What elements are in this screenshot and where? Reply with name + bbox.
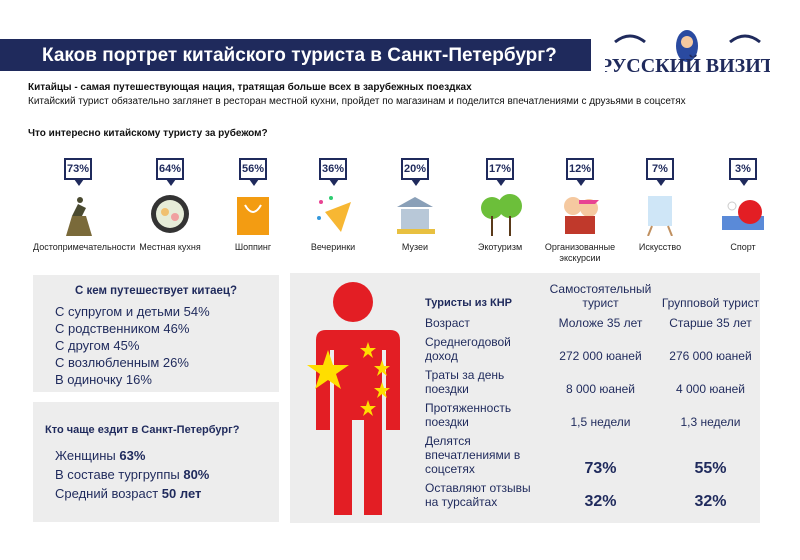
interest-label: Спорт [730,242,756,252]
interest-label: Местная кухня [139,242,201,252]
interest-label: Музеи [401,242,429,252]
companion-item: С другом 45% [55,338,140,353]
table-row: Среднегодовой доход 272 000 юаней 276 000 … [425,335,752,363]
interest-item: 17% Экотуризм [455,158,545,253]
spb-item: Средний возраст 50 лет [55,486,202,501]
interest-item: 7% Искусство [615,158,705,253]
table-row: Протяженность поездки 1,5 недели 1,3 недел… [425,401,741,429]
interest-item: 12% Организованные экскурсии [535,158,625,264]
interest-item: 64% Местная кухня [125,158,215,253]
spb-title: Кто чаще ездит в Санкт-Петербург? [45,424,240,436]
percent-badge: 12% [566,158,594,186]
table-row: Возраст Моложе 35 лет Старше 35 лет [425,316,752,330]
page-title: Каков портрет китайского туриста в Санкт… [0,39,591,71]
spb-panel: Кто чаще ездит в Санкт-Петербург? Женщин… [33,402,279,522]
percent-badge: 56% [239,158,267,186]
svg-text:РУССКИЙ ВИЗИТ: РУССКИЙ ВИЗИТ [605,54,770,77]
ping-pong-icon [719,192,767,236]
percent-badge: 73% [64,158,92,186]
interest-item: 36% Вечеринки [288,158,378,253]
percent-badge: 17% [486,158,514,186]
companion-item: С родственником 46% [55,321,190,336]
interest-label: Экотуризм [477,242,523,252]
spb-item: В составе тургруппы 80% [55,467,210,482]
intro-headline: Китайцы - самая путешествующая нация, тр… [28,82,472,93]
easel-icon [636,192,684,236]
percent-badge: 20% [401,158,429,186]
companions-panel: С кем путешествует китаец? С супругом и … [33,275,279,392]
party-popper-icon [309,192,357,236]
food-bowl-icon [146,192,194,236]
percent-badge: 36% [319,158,347,186]
companion-item: В одиночку 16% [55,372,152,387]
interest-item: 3% Спорт [698,158,788,253]
interests-question: Что интересно китайскому туристу за рубе… [28,128,268,139]
museum-icon [391,192,439,236]
trees-icon [476,192,524,236]
comparison-table: Туристы из КНР Самостоятельный турист Гр… [425,282,765,514]
table-row: Делятся впечатлениями в соцсетях 73% 55% [425,434,727,477]
percent-badge: 7% [646,158,674,186]
statue-icon [54,192,102,236]
interest-item: 56% Шоппинг [208,158,298,253]
tourists-icon [556,192,604,236]
intro-text: Китайский турист обязательно заглянет в … [28,96,686,107]
interest-item: 20% Музеи [370,158,460,253]
table-row: Оставляют отзывы на турсайтах 32% 32% [425,481,727,510]
interest-label: Вечеринки [310,242,356,252]
companions-title: С кем путешествует китаец? [74,285,237,297]
spb-item: Женщины 63% [55,448,146,463]
interest-label: Организованные экскурсии [544,242,616,263]
companion-item: С возлюбленным 26% [55,355,189,370]
percent-badge: 3% [729,158,757,186]
interest-label: Достопримечательности [33,242,136,252]
interest-label: Шоппинг [234,242,272,252]
logo: РУССКИЙ ВИЗИТ [600,28,775,78]
table-header: Туристы из КНР Самостоятельный турист Гр… [425,282,760,310]
interest-item: 73% Достопримечательности [33,158,136,253]
percent-badge: 64% [156,158,184,186]
companion-item: С супругом и детьми 54% [55,304,210,319]
table-row: Траты за день поездки 8 000 юаней 4 000 юа… [425,368,746,396]
interest-label: Искусство [638,242,682,252]
shopping-bag-icon [229,192,277,236]
chinese-tourist-figure [307,282,400,515]
